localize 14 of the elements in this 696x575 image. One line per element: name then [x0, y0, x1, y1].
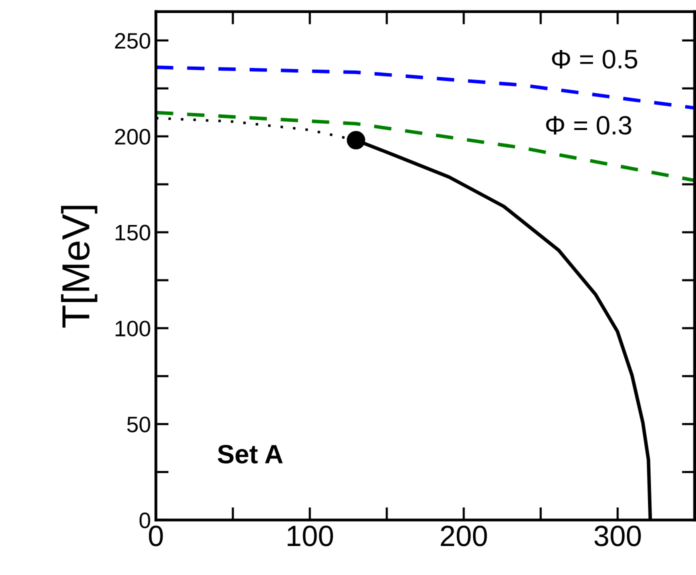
x-tick-label: 100	[288, 526, 334, 546]
y-tick-label: 150	[116, 224, 150, 241]
y-tick-label: 200	[115, 128, 150, 145]
x-tick-label: 300	[594, 526, 641, 546]
line-series	[156, 110, 695, 182]
annotation: Set A	[218, 444, 283, 464]
y-tick-label: 0	[140, 512, 150, 528]
y-axis-title: T[MeV]	[61, 206, 98, 328]
annotation: Φ = 0.3	[546, 116, 632, 135]
y-tick-label: 250	[115, 32, 150, 49]
y-tick-label: 50	[127, 416, 150, 432]
x-tick-label: 200	[440, 526, 487, 546]
annotation: Φ = 0.5	[552, 50, 638, 69]
y-tick-label: 100	[116, 320, 150, 336]
